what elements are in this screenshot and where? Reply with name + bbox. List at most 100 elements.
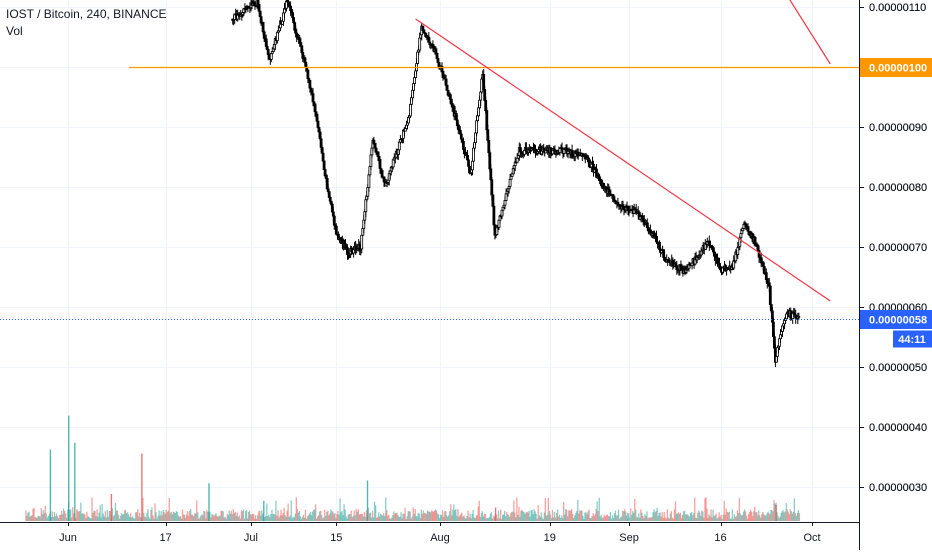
volume-bar [154, 503, 156, 521]
volume-bar [476, 514, 478, 521]
volume-bar [189, 510, 191, 521]
volume-bar [688, 515, 690, 521]
x-tick-label: 17 [159, 532, 171, 544]
volume-bar [748, 514, 750, 521]
candle-body [418, 37, 422, 51]
volume-bar [613, 513, 616, 521]
volume-bar [382, 515, 384, 521]
volume-bar [390, 518, 392, 521]
volume-bar [60, 510, 63, 521]
volume-bar [624, 509, 626, 521]
volume-spike [494, 507, 497, 521]
volume-bar [559, 517, 562, 521]
volume-bar [788, 514, 790, 521]
volume-bar [339, 498, 341, 521]
volume-bar [615, 515, 618, 521]
volume-bar [530, 510, 532, 521]
volume-bar [413, 513, 415, 521]
volume-bar [221, 511, 223, 521]
volume-bar [703, 517, 705, 521]
volume-bar [778, 518, 780, 521]
volume-bar [181, 509, 184, 521]
volume-bar [101, 503, 103, 521]
volume-bar [139, 512, 141, 521]
volume-bar [285, 516, 287, 521]
volume-bar [217, 516, 219, 521]
volume-bar [727, 512, 729, 521]
volume-bar [102, 513, 104, 521]
volume-bar [416, 516, 418, 521]
volume-bar [524, 514, 526, 521]
volume-bar [516, 497, 518, 521]
volume-bar [463, 515, 465, 521]
volume-bar [610, 518, 613, 521]
volume-bar [633, 512, 635, 521]
volume-bar [538, 515, 540, 521]
volume-bar [299, 516, 301, 521]
volume-bar [636, 517, 638, 521]
volume-bar [542, 519, 544, 521]
volume-label[interactable]: Vol [6, 24, 23, 38]
volume-bar [669, 513, 671, 521]
volume-bar [353, 510, 355, 521]
volume-bar [431, 511, 434, 521]
volume-bar [501, 518, 503, 521]
volume-bar [225, 518, 227, 521]
volume-bar [122, 514, 125, 521]
volume-bar [514, 512, 516, 521]
volume-spike [208, 483, 210, 521]
volume-bar [236, 512, 238, 521]
candle-body [321, 152, 325, 162]
symbol-title[interactable]: IOST / Bitcoin, 240, BINANCE [6, 7, 167, 21]
x-tick-label: Sep [619, 532, 639, 544]
volume-bar [69, 509, 71, 521]
volume-bar [721, 519, 723, 521]
volume-bar [492, 515, 495, 521]
trendline [415, 18, 831, 302]
volume-bar [731, 509, 733, 521]
volume-bar [81, 514, 83, 521]
x-tick-label: 19 [544, 532, 556, 544]
volume-bar [539, 516, 541, 521]
volume-bar [84, 514, 86, 521]
volume-bar [650, 517, 652, 521]
volume-bar [502, 514, 504, 521]
volume-bar [567, 516, 569, 521]
volume-bar [706, 508, 708, 521]
volume-bar [608, 516, 610, 521]
volume-bar [345, 516, 347, 521]
volume-bar [545, 515, 547, 521]
volume-bar [570, 510, 572, 521]
volume-bar [44, 505, 46, 521]
volume-bar [566, 509, 568, 521]
volume-bar [619, 517, 622, 521]
volume-bar [499, 518, 501, 521]
volume-bar [435, 510, 438, 521]
volume-bar [750, 509, 752, 521]
volume-bar [58, 515, 61, 521]
volume-bar [367, 507, 370, 521]
volume-bar [278, 517, 280, 521]
volume-bar [733, 514, 735, 521]
volume-bar [338, 514, 340, 521]
volume-bar [472, 510, 474, 521]
volume-bar [25, 510, 27, 521]
volume-bar [309, 511, 312, 521]
volume-bar [646, 511, 648, 521]
volume-bar [72, 507, 74, 521]
price-tags: 0.00000100 0.00000058 44:11 [860, 58, 932, 348]
volume-bar [70, 509, 72, 521]
volume-bar [354, 515, 356, 521]
volume-bar [302, 514, 305, 521]
volume-bar [544, 498, 546, 521]
volume-bar [593, 515, 595, 521]
volume-bar [106, 509, 108, 521]
volume-bar [620, 516, 623, 521]
volume-bar [571, 509, 573, 521]
volume-bar [130, 513, 132, 521]
volume-bar [175, 511, 177, 521]
volume-bar [486, 518, 489, 521]
